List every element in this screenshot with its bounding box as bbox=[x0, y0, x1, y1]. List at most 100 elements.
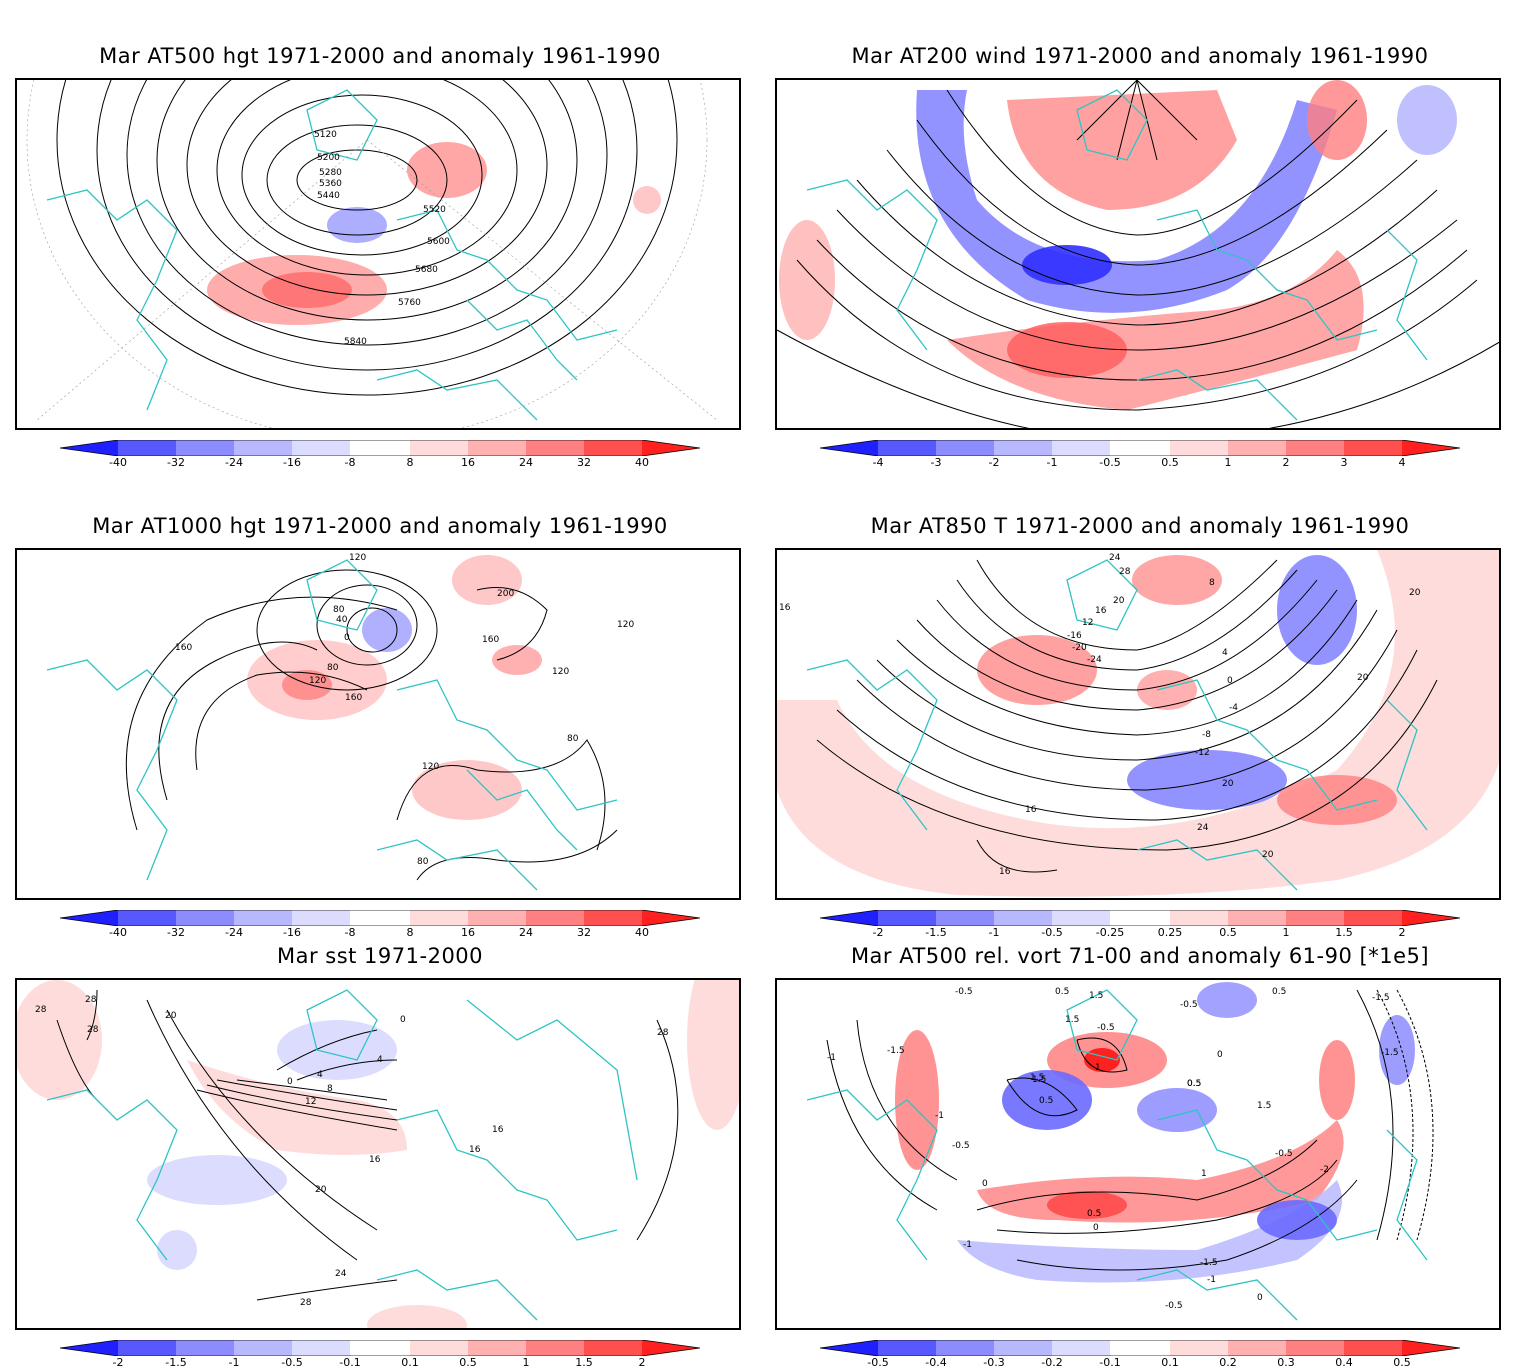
anomaly-negative bbox=[1379, 1015, 1415, 1085]
colorbar-tick: 1 bbox=[1224, 456, 1232, 469]
colorbar-tick: 0.5 bbox=[1161, 456, 1179, 469]
contour-label: -1 bbox=[1207, 1275, 1216, 1285]
contour-label: 20 bbox=[1357, 673, 1369, 683]
map-panel-1: 5120 5200 5280 5360 5440 5520 5600 5680 … bbox=[15, 78, 741, 430]
colorbar-tick: -8 bbox=[344, 456, 356, 469]
anomaly-positive bbox=[1132, 555, 1222, 605]
colorbar-tick: -32 bbox=[167, 926, 185, 939]
contour-label: -0.5 bbox=[1097, 1023, 1115, 1033]
colorbar-tick: -0.4 bbox=[925, 1356, 947, 1369]
contour-label: 20 bbox=[1222, 779, 1234, 789]
contour-label: 16 bbox=[492, 1125, 504, 1135]
colorbar-1-bar bbox=[60, 440, 700, 456]
coastlines bbox=[806, 989, 1428, 1321]
map-panel-3-graphic: 120 80 40 0 160 200 160 120 120 160 80 1… bbox=[46, 553, 634, 891]
anomaly-negative bbox=[1277, 555, 1357, 665]
contour-label: 24 bbox=[335, 1269, 347, 1279]
contour-label: 80 bbox=[327, 663, 339, 673]
contour-label: -1.5 bbox=[1372, 993, 1390, 1003]
colorbar-tick: -0.2 bbox=[1041, 1356, 1063, 1369]
colorbar-tick: -2 bbox=[988, 456, 1000, 469]
contour-label: -1 bbox=[963, 1240, 972, 1250]
colorbar-tick: 2 bbox=[638, 1356, 646, 1369]
contour-label: 1.5 bbox=[1089, 991, 1103, 1001]
contour-label: -1 bbox=[827, 1053, 836, 1063]
anomaly-positive-core bbox=[1047, 1191, 1127, 1219]
map-panel-1-graphic: 5120 5200 5280 5360 5440 5520 5600 5680 … bbox=[26, 80, 718, 428]
contour-label: 5840 bbox=[344, 337, 367, 347]
contour-label: 1.5 bbox=[1030, 1073, 1044, 1083]
contour-label: 12 bbox=[305, 1097, 316, 1107]
contour-label: 16 bbox=[779, 603, 791, 613]
temperature-contours bbox=[816, 559, 1438, 873]
colorbar-tick: -16 bbox=[283, 456, 301, 469]
colorbar-tick: 40 bbox=[635, 456, 649, 469]
map-panel-2 bbox=[775, 78, 1501, 430]
contour-label: 0 bbox=[1093, 1223, 1099, 1233]
contour-label: 20 bbox=[165, 1011, 177, 1021]
map-panel-5: 28 28 28 20 0 4 8 12 4 0 16 16 20 24 28 … bbox=[15, 978, 741, 1330]
contour-label: -1.5 bbox=[887, 1046, 905, 1056]
colorbar-tick: 4 bbox=[1398, 456, 1406, 469]
contour-label: 28 bbox=[300, 1298, 312, 1308]
map-panel-3: 120 80 40 0 160 200 160 120 120 160 80 1… bbox=[15, 548, 741, 900]
anomaly-negative bbox=[1197, 982, 1257, 1018]
contour-label: 4 bbox=[317, 1070, 323, 1080]
anomaly-positive bbox=[492, 645, 542, 675]
contour-label: 1 bbox=[1201, 1169, 1207, 1179]
colorbar-tick: 0.2 bbox=[1219, 1356, 1237, 1369]
contour-label: 0 bbox=[1257, 1293, 1263, 1303]
contour-label: 0.5 bbox=[1272, 987, 1286, 997]
colorbar-tick: -1 bbox=[1046, 456, 1058, 469]
contour-label: -8 bbox=[1202, 730, 1211, 740]
contour-label: -4 bbox=[1229, 703, 1238, 713]
contour-label: 200 bbox=[497, 589, 514, 599]
contour-label: 5600 bbox=[427, 237, 450, 247]
colorbar-5: -2 -1.5 -1 -0.5 -0.1 0.1 0.5 1 1.5 2 bbox=[60, 1340, 700, 1372]
colorbar-2-bar bbox=[820, 440, 1460, 456]
anomaly-negative bbox=[147, 1155, 287, 1205]
coastlines bbox=[46, 559, 618, 891]
colorbar-tick: 0.5 bbox=[459, 1356, 477, 1369]
contour-label: 5280 bbox=[319, 168, 342, 178]
colorbar-tick: 24 bbox=[519, 926, 533, 939]
map-panel-6: -0.5 0.5 1.5 -0.5 0.5 1.5 -1.5 -1 -1.5 1… bbox=[775, 978, 1501, 1330]
colorbar-tick: 0.1 bbox=[1161, 1356, 1179, 1369]
anomaly-negative-core bbox=[1022, 245, 1112, 285]
colorbar-tick: -1 bbox=[228, 1356, 240, 1369]
anomaly-positive bbox=[1137, 670, 1197, 710]
contour-label: 5680 bbox=[415, 265, 438, 275]
map-panel-2-graphic bbox=[777, 80, 1499, 428]
anomaly-positive bbox=[633, 186, 661, 214]
colorbar-1: -40 -32 -24 -16 -8 8 16 24 32 40 bbox=[60, 440, 700, 472]
panel-5-title: Mar sst 1971-2000 bbox=[276, 944, 484, 968]
colorbar-tick: -1.5 bbox=[925, 926, 947, 939]
contour-label: 160 bbox=[345, 693, 362, 703]
colorbar-6-bar bbox=[820, 1340, 1460, 1356]
colorbar-3: -40 -32 -24 -16 -8 8 16 24 32 40 bbox=[60, 910, 700, 942]
contour-label: 28 bbox=[657, 1028, 669, 1038]
colorbar-tick: 1 bbox=[522, 1356, 530, 1369]
contour-label: -2 bbox=[1320, 1165, 1329, 1175]
anomaly-positive bbox=[687, 980, 739, 1130]
contour-label: -16 bbox=[1067, 631, 1082, 641]
colorbar-tick: -24 bbox=[225, 456, 243, 469]
contour-label: 0 bbox=[400, 1015, 406, 1025]
colorbar-tick: 0.5 bbox=[1219, 926, 1237, 939]
colorbar-tick: -0.25 bbox=[1095, 926, 1125, 939]
contour-label: 5200 bbox=[317, 153, 340, 163]
contour-label: 0 bbox=[287, 1077, 293, 1087]
anomaly-positive bbox=[977, 635, 1097, 705]
contour-label: 5120 bbox=[314, 130, 337, 140]
contour-label: 16 bbox=[1025, 805, 1037, 815]
contour-label: 20 bbox=[1409, 588, 1421, 598]
anomaly-negative bbox=[327, 207, 387, 243]
colorbar-tick: 3 bbox=[1340, 456, 1348, 469]
colorbar-2: -4 -3 -2 -1 -0.5 0.5 1 2 3 4 bbox=[820, 440, 1460, 472]
colorbar-tick: -32 bbox=[167, 456, 185, 469]
contour-label: 16 bbox=[369, 1155, 381, 1165]
colorbar-tick: -2 bbox=[872, 926, 884, 939]
anomaly-negative bbox=[916, 90, 1337, 313]
contour-label: 0.5 bbox=[1055, 987, 1069, 997]
colorbar-tick: -4 bbox=[872, 456, 884, 469]
